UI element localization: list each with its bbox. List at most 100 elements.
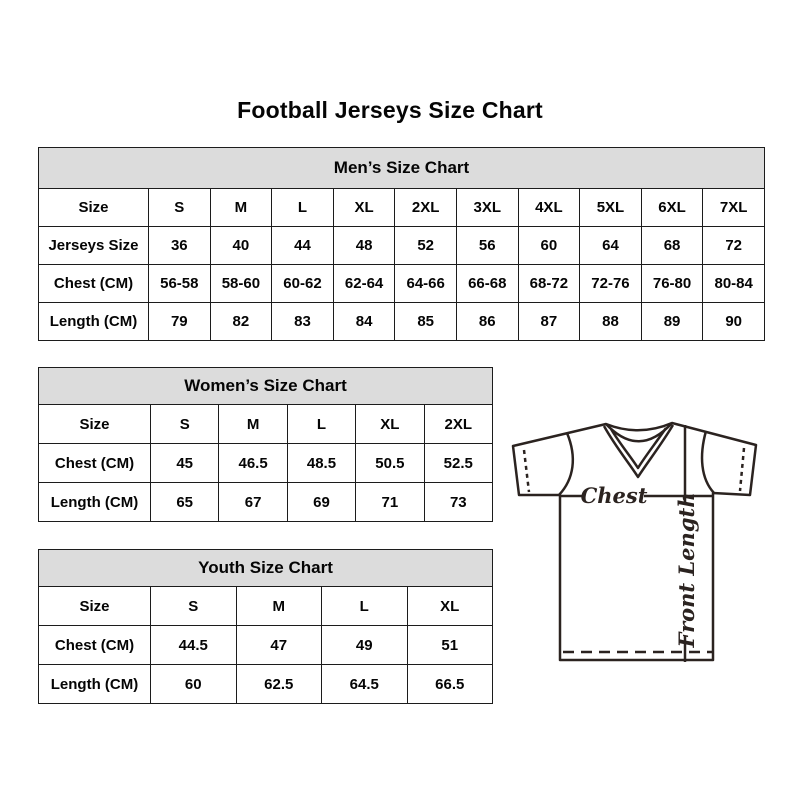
table-cell: S — [150, 586, 237, 626]
table-row: Chest (CM) 56-58 58-60 60-62 62-64 64-66… — [38, 264, 765, 303]
table-cell: 51 — [406, 625, 493, 665]
table-header-row: Women’s Size Chart — [38, 367, 493, 405]
table-row: Chest (CM) 45 46.5 48.5 50.5 52.5 — [38, 443, 494, 483]
table-cell: XL — [406, 586, 493, 626]
table-cell: 79 — [148, 302, 211, 341]
table-cell: 48.5 — [286, 443, 357, 483]
row-label: Size — [38, 404, 151, 444]
table-cell: 62-64 — [332, 264, 396, 303]
table-cell: XL — [332, 188, 396, 227]
table-cell: 48 — [332, 226, 396, 265]
row-label: Length (CM) — [38, 482, 151, 522]
youth-size-table: Youth Size Chart Size S M L XL Chest (CM… — [38, 549, 493, 704]
table-cell: L — [286, 404, 357, 444]
row-label: Length (CM) — [38, 302, 149, 341]
table-cell: 62.5 — [235, 664, 322, 704]
table-cell: 44 — [271, 226, 334, 265]
table-cell: 47 — [235, 625, 322, 665]
table-cell: 86 — [455, 302, 519, 341]
table-cell: 65 — [149, 482, 220, 522]
table-cell: 87 — [517, 302, 581, 341]
jersey-measurement-diagram: Chest Front Length — [511, 421, 758, 662]
row-label: Jerseys Size — [38, 226, 149, 265]
table-cell: 46.5 — [218, 443, 288, 483]
table-cell: 2XL — [423, 404, 494, 444]
table-cell: 58-60 — [209, 264, 273, 303]
left-cuff-stitch — [522, 449, 531, 493]
mens-size-table: Men’s Size Chart Size S M L XL 2XL 3XL 4… — [38, 147, 765, 341]
table-cell: 69 — [286, 482, 357, 522]
table-cell: 60 — [150, 664, 237, 704]
vneck-inner-line — [609, 427, 668, 470]
table-cell: 3XL — [455, 188, 519, 227]
table-cell: 83 — [271, 302, 334, 341]
row-label: Size — [38, 188, 149, 227]
table-cell: 36 — [148, 226, 211, 265]
table-cell: S — [148, 188, 211, 227]
row-label: Chest (CM) — [38, 625, 151, 665]
table-cell: 44.5 — [150, 625, 237, 665]
youth-table-title: Youth Size Chart — [38, 549, 493, 587]
table-cell: 7XL — [702, 188, 765, 227]
table-cell: 66.5 — [406, 664, 493, 704]
womens-size-table: Women’s Size Chart Size S M L XL 2XL Che… — [38, 367, 494, 522]
table-row: Size S M L XL 2XL 3XL 4XL 5XL 6XL 7XL — [38, 188, 765, 227]
table-cell: 90 — [702, 302, 765, 341]
table-cell: L — [321, 586, 408, 626]
table-row: Chest (CM) 44.5 47 49 51 — [38, 625, 493, 665]
row-label: Chest (CM) — [38, 264, 149, 303]
table-cell: 72 — [702, 226, 765, 265]
table-cell: M — [218, 404, 288, 444]
right-armhole-seam — [700, 430, 715, 494]
table-cell: 56-58 — [148, 264, 211, 303]
table-cell: 40 — [209, 226, 273, 265]
table-cell: M — [209, 188, 273, 227]
table-cell: L — [271, 188, 334, 227]
chest-label: Chest — [581, 483, 648, 508]
table-cell: 82 — [209, 302, 273, 341]
mens-table-title: Men’s Size Chart — [38, 147, 765, 189]
row-label: Chest (CM) — [38, 443, 151, 483]
table-cell: 72-76 — [579, 264, 642, 303]
table-cell: 67 — [218, 482, 288, 522]
table-cell: 6XL — [640, 188, 704, 227]
left-armhole-seam — [558, 432, 574, 496]
table-cell: 4XL — [517, 188, 581, 227]
front-length-label: Front Length — [674, 493, 699, 649]
right-cuff-stitch — [738, 447, 746, 492]
table-cell: 76-80 — [640, 264, 704, 303]
table-row: Length (CM) 60 62.5 64.5 66.5 — [38, 664, 493, 704]
table-cell: 2XL — [394, 188, 457, 227]
table-cell: 64 — [579, 226, 642, 265]
table-cell: 80-84 — [702, 264, 765, 303]
table-cell: 84 — [332, 302, 396, 341]
table-header-row: Men’s Size Chart — [38, 147, 765, 189]
table-cell: 66-68 — [455, 264, 519, 303]
table-cell: S — [149, 404, 220, 444]
table-cell: 60 — [517, 226, 581, 265]
table-row: Size S M L XL — [38, 586, 493, 626]
jersey-outline — [511, 421, 758, 662]
table-cell: 56 — [455, 226, 519, 265]
table-row: Length (CM) 65 67 69 71 73 — [38, 482, 494, 522]
womens-table-title: Women’s Size Chart — [38, 367, 493, 405]
table-cell: M — [235, 586, 322, 626]
table-cell: 64.5 — [321, 664, 408, 704]
table-cell: 85 — [394, 302, 457, 341]
table-cell: 52.5 — [423, 443, 494, 483]
table-row: Length (CM) 79 82 83 84 85 86 87 88 89 9… — [38, 302, 765, 341]
table-cell: 52 — [394, 226, 457, 265]
table-cell: 89 — [640, 302, 704, 341]
row-label: Size — [38, 586, 151, 626]
row-label: Length (CM) — [38, 664, 151, 704]
table-cell: 68 — [640, 226, 704, 265]
table-cell: 5XL — [579, 188, 642, 227]
table-cell: 71 — [355, 482, 425, 522]
table-row: Size S M L XL 2XL — [38, 404, 494, 444]
table-header-row: Youth Size Chart — [38, 549, 493, 587]
table-row: Jerseys Size 36 40 44 48 52 56 60 64 68 … — [38, 226, 765, 265]
table-cell: 88 — [579, 302, 642, 341]
page-title: Football Jerseys Size Chart — [237, 97, 543, 123]
table-cell: 45 — [149, 443, 220, 483]
